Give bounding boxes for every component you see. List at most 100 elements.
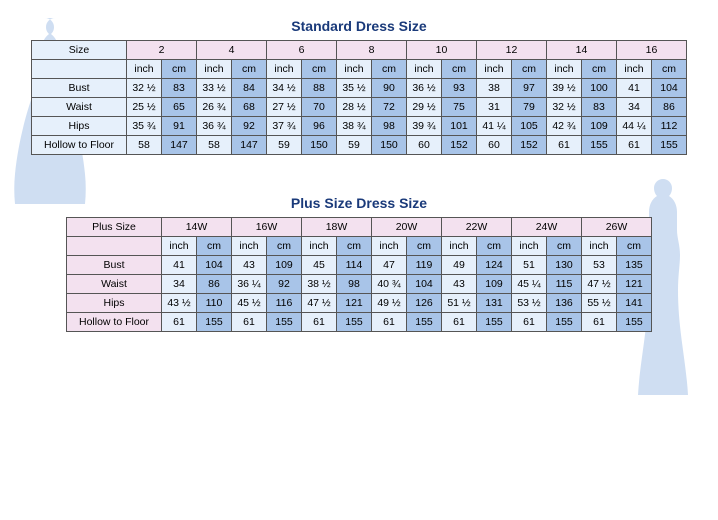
cell-cm: 152	[442, 136, 477, 155]
cell-cm: 119	[407, 256, 442, 275]
unit-cm: cm	[617, 237, 652, 256]
blank-header	[67, 237, 162, 256]
unit-inch: inch	[547, 60, 582, 79]
unit-cm: cm	[442, 60, 477, 79]
cell-cm: 109	[267, 256, 302, 275]
unit-cm: cm	[652, 60, 687, 79]
cell-cm: 155	[337, 313, 372, 332]
row-label: Bust	[67, 256, 162, 275]
plus-size-block: Plus Size Dress Size Plus Size14W16W18W2…	[20, 195, 698, 332]
cell-inch: 47	[372, 256, 407, 275]
size-col-14: 14	[547, 41, 617, 60]
cell-cm: 121	[337, 294, 372, 313]
unit-cm: cm	[302, 60, 337, 79]
cell-inch: 25 ½	[127, 98, 162, 117]
unit-cm: cm	[582, 60, 617, 79]
cell-inch: 53	[582, 256, 617, 275]
blank-header	[32, 60, 127, 79]
cell-cm: 84	[232, 79, 267, 98]
row-label: Hollow to Floor	[32, 136, 127, 155]
cell-inch: 58	[197, 136, 232, 155]
cell-cm: 104	[407, 275, 442, 294]
size-col-18W: 18W	[302, 218, 372, 237]
cell-cm: 72	[372, 98, 407, 117]
plus-title: Plus Size Dress Size	[20, 195, 698, 211]
cell-cm: 68	[232, 98, 267, 117]
cell-inch: 29 ½	[407, 98, 442, 117]
size-col-24W: 24W	[512, 218, 582, 237]
cell-cm: 114	[337, 256, 372, 275]
cell-cm: 155	[477, 313, 512, 332]
unit-cm: cm	[337, 237, 372, 256]
size-col-22W: 22W	[442, 218, 512, 237]
cell-inch: 33 ½	[197, 79, 232, 98]
cell-cm: 155	[582, 136, 617, 155]
unit-inch: inch	[337, 60, 372, 79]
cell-inch: 38 ¾	[337, 117, 372, 136]
cell-inch: 49 ½	[372, 294, 407, 313]
cell-cm: 152	[512, 136, 547, 155]
unit-inch: inch	[582, 237, 617, 256]
unit-inch: inch	[302, 237, 337, 256]
cell-inch: 26 ¾	[197, 98, 232, 117]
cell-cm: 135	[617, 256, 652, 275]
cell-inch: 61	[442, 313, 477, 332]
cell-inch: 36 ¼	[232, 275, 267, 294]
cell-inch: 61	[617, 136, 652, 155]
cell-inch: 59	[267, 136, 302, 155]
standard-size-block: Standard Dress Size Size246810121416 inc…	[20, 18, 698, 155]
cell-inch: 41 ¼	[477, 117, 512, 136]
cell-inch: 35 ½	[337, 79, 372, 98]
cell-cm: 86	[197, 275, 232, 294]
cell-inch: 41	[162, 256, 197, 275]
unit-cm: cm	[512, 60, 547, 79]
row-label: Waist	[32, 98, 127, 117]
cell-cm: 110	[197, 294, 232, 313]
cell-inch: 43 ½	[162, 294, 197, 313]
cell-cm: 141	[617, 294, 652, 313]
cell-inch: 60	[407, 136, 442, 155]
cell-cm: 155	[617, 313, 652, 332]
cell-inch: 60	[477, 136, 512, 155]
size-col-2: 2	[127, 41, 197, 60]
cell-cm: 96	[302, 117, 337, 136]
cell-inch: 51 ½	[442, 294, 477, 313]
cell-cm: 93	[442, 79, 477, 98]
cell-cm: 75	[442, 98, 477, 117]
unit-cm: cm	[232, 60, 267, 79]
cell-cm: 155	[267, 313, 302, 332]
cell-cm: 115	[547, 275, 582, 294]
cell-inch: 45 ¼	[512, 275, 547, 294]
cell-cm: 104	[197, 256, 232, 275]
row-label: Waist	[67, 275, 162, 294]
standard-size-table: Size246810121416 inchcminchcminchcminchc…	[31, 40, 687, 155]
cell-inch: 36 ½	[407, 79, 442, 98]
cell-cm: 90	[372, 79, 407, 98]
cell-cm: 155	[407, 313, 442, 332]
unit-cm: cm	[197, 237, 232, 256]
size-col-16W: 16W	[232, 218, 302, 237]
size-col-4: 4	[197, 41, 267, 60]
cell-cm: 155	[652, 136, 687, 155]
cell-cm: 86	[652, 98, 687, 117]
cell-inch: 34	[617, 98, 652, 117]
unit-inch: inch	[127, 60, 162, 79]
unit-cm: cm	[407, 237, 442, 256]
cell-inch: 34	[162, 275, 197, 294]
cell-inch: 47 ½	[302, 294, 337, 313]
cell-cm: 79	[512, 98, 547, 117]
unit-cm: cm	[162, 60, 197, 79]
cell-cm: 121	[617, 275, 652, 294]
cell-cm: 92	[232, 117, 267, 136]
unit-inch: inch	[162, 237, 197, 256]
cell-inch: 41	[617, 79, 652, 98]
cell-inch: 38	[477, 79, 512, 98]
cell-cm: 112	[652, 117, 687, 136]
cell-cm: 131	[477, 294, 512, 313]
cell-inch: 43	[232, 256, 267, 275]
cell-cm: 92	[267, 275, 302, 294]
unit-cm: cm	[372, 60, 407, 79]
cell-inch: 34 ½	[267, 79, 302, 98]
cell-inch: 40 ¾	[372, 275, 407, 294]
cell-inch: 43	[442, 275, 477, 294]
